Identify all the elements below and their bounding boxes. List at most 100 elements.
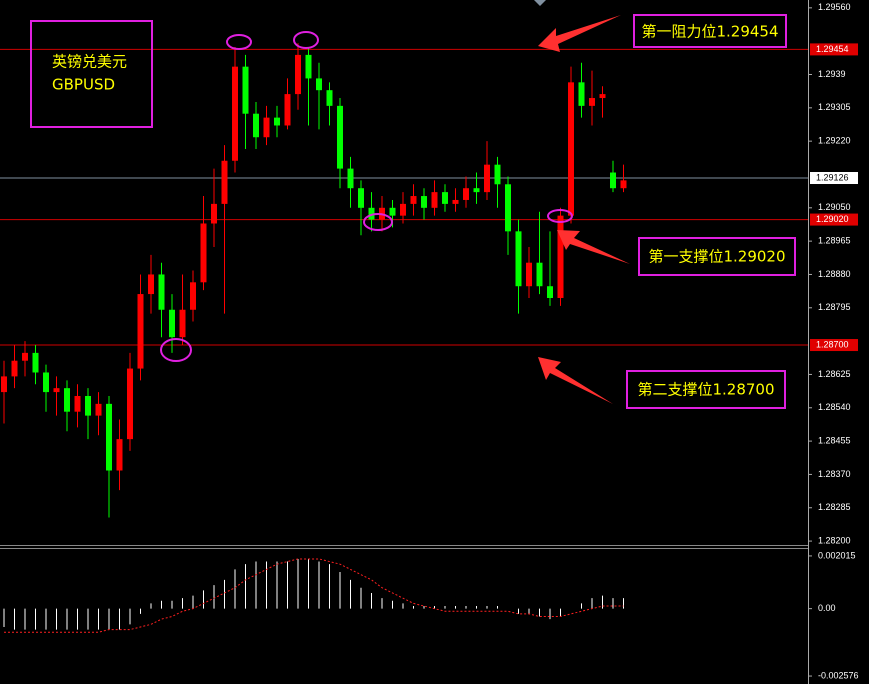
signal-line xyxy=(4,558,624,633)
y-tick-label: 1.29050 xyxy=(818,202,851,212)
symbol-code: GBPUSD xyxy=(52,76,115,94)
candle-body xyxy=(442,192,448,204)
candle-body xyxy=(568,82,574,216)
note-box xyxy=(633,14,787,48)
y-tick-label: 1.28795 xyxy=(818,302,851,312)
price-tag xyxy=(810,213,858,226)
candle-body xyxy=(463,188,469,200)
y-tick-label: 1.2939 xyxy=(818,69,846,79)
ellipse-marker xyxy=(293,31,319,49)
candle-body xyxy=(221,160,228,204)
y-tick-label: 1.28880 xyxy=(818,269,851,279)
y-tick-label: 1.29560 xyxy=(818,2,851,12)
candle-body xyxy=(53,388,60,393)
candle-body xyxy=(400,203,406,216)
candle-body xyxy=(43,372,49,393)
ellipse-marker xyxy=(160,338,192,362)
candle-body xyxy=(578,82,585,106)
shift-marker xyxy=(534,0,546,6)
price-panel: 1.29560 1.2939 1.29305 1.29220 1.29050 1.2896… xyxy=(1,2,859,680)
arrow xyxy=(538,357,613,404)
candle-body xyxy=(169,309,175,338)
arrow xyxy=(538,15,621,52)
candle-body xyxy=(295,54,301,95)
candle-body xyxy=(589,98,595,106)
candle-body xyxy=(484,164,490,193)
y-tick-label: 1.29305 xyxy=(818,102,851,112)
note-box xyxy=(638,237,796,276)
symbol-box xyxy=(30,20,153,128)
candle-body xyxy=(610,172,616,189)
candle-body xyxy=(242,66,249,114)
candle-body xyxy=(515,231,522,287)
candle-body xyxy=(74,396,81,412)
y-tick-label: 1.28370 xyxy=(818,469,851,479)
price-tag xyxy=(810,43,858,56)
candle-body xyxy=(200,223,207,283)
candle-body xyxy=(316,78,322,91)
candle-body xyxy=(557,215,564,298)
candle-body xyxy=(368,207,375,220)
support-note: 第一支撑位1.29020 xyxy=(648,248,785,266)
price-tag-label: 1.29020 xyxy=(816,214,849,224)
candle-body xyxy=(274,117,280,126)
candle-body xyxy=(253,113,259,138)
candle-body xyxy=(179,309,186,338)
ellipse-marker xyxy=(363,213,393,231)
y-tick-label: 1.28965 xyxy=(818,236,851,246)
candle-body xyxy=(620,180,627,189)
candle-body xyxy=(11,360,18,377)
candle-body xyxy=(526,262,532,287)
candle-body xyxy=(347,168,354,189)
y-tick-label: 1.28540 xyxy=(818,402,851,412)
candle-body xyxy=(22,352,28,361)
candle-body xyxy=(389,207,396,216)
price-tag xyxy=(810,172,858,185)
candle-body xyxy=(85,396,91,416)
symbol-title: 英镑兑美元 xyxy=(52,53,127,71)
price-tag xyxy=(810,339,858,352)
y-tick-label: 1.28200 xyxy=(818,535,851,545)
candle-body xyxy=(358,188,364,208)
candle-body xyxy=(536,262,543,287)
candle-body xyxy=(547,286,553,298)
candle-body xyxy=(1,376,7,393)
candle-body xyxy=(494,164,501,185)
y-tick-label: 1.28625 xyxy=(818,369,851,379)
candle-body xyxy=(106,403,112,471)
price-tag-label: 1.29126 xyxy=(816,172,849,182)
note-box xyxy=(626,370,786,409)
candle-body xyxy=(305,54,312,79)
candle-body xyxy=(410,196,417,204)
candle-body xyxy=(599,94,606,99)
candle-body xyxy=(116,439,123,471)
resistance-note: 第一阻力位1.29454 xyxy=(641,23,778,41)
y-tick-label: 0.00 xyxy=(818,603,836,613)
ellipse-marker xyxy=(547,209,573,223)
price-tag-label: 1.29454 xyxy=(816,44,849,54)
candle-body xyxy=(64,388,70,412)
candle-body xyxy=(158,274,165,310)
candle-body xyxy=(263,117,270,138)
y-tick-label: 1.29220 xyxy=(818,136,851,146)
candle-body xyxy=(211,203,217,224)
candle-body xyxy=(421,196,427,208)
candle-body xyxy=(148,274,154,295)
candle-body xyxy=(337,105,343,169)
highlights xyxy=(160,31,573,362)
candle-body xyxy=(326,90,333,106)
candle-body xyxy=(137,294,144,369)
y-tick-label: 1.28455 xyxy=(818,435,851,445)
candle-body xyxy=(127,368,133,440)
candle-body xyxy=(32,352,39,373)
y-tick-label: 0.002015 xyxy=(818,550,856,560)
candle-body xyxy=(95,403,102,416)
candle-body xyxy=(452,199,459,204)
candle-body xyxy=(190,282,196,310)
candle-body xyxy=(431,192,438,208)
candle-body xyxy=(505,184,511,232)
candle-body xyxy=(284,94,291,126)
y-tick-label: 1.28285 xyxy=(818,502,851,512)
